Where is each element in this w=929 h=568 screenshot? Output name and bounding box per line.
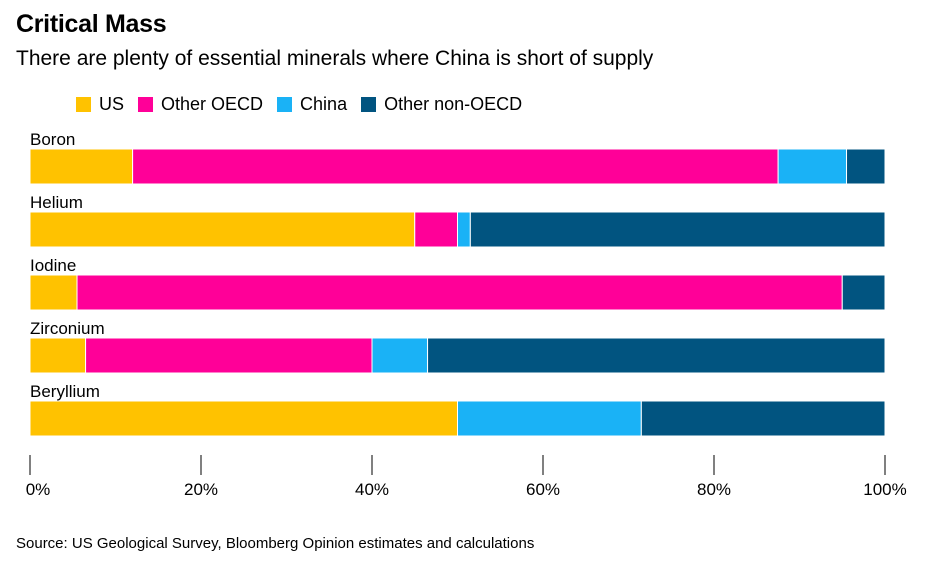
legend-label-other-non-oecd: Other non-OECD: [384, 93, 523, 114]
legend-swatch-us: [76, 96, 91, 112]
legend-swatch-china: [277, 96, 293, 112]
x-tick-label-100: 100%: [863, 480, 906, 499]
category-label-helium: Helium: [30, 193, 83, 212]
x-tick-label-60: 60%: [526, 480, 560, 499]
bar-beryllium-other-non-oecd: [640, 400, 886, 437]
legend-label-us: US: [99, 93, 125, 114]
bar-iodine-other-non-oecd: [841, 274, 886, 311]
legend-item-china: China: [277, 94, 347, 115]
legend-item-other-oecd: Other OECD: [138, 94, 263, 115]
bar-boron-us: [29, 148, 134, 185]
legend-swatch-other-non-oecd: [361, 96, 377, 112]
bar-boron-other-oecd: [132, 148, 779, 185]
legend-item-us: US: [76, 94, 124, 115]
x-tick-label-20: 20%: [184, 480, 218, 499]
legend-label-china: China: [300, 93, 348, 114]
bar-iodine-us: [29, 274, 78, 311]
bar-beryllium-china: [457, 400, 642, 437]
category-label-iodine: Iodine: [30, 256, 76, 275]
category-label-beryllium: Beryllium: [30, 382, 100, 401]
bar-helium-other-oecd: [414, 211, 458, 248]
category-label-boron: Boron: [30, 130, 75, 149]
bar-zirconium-us: [29, 337, 87, 374]
chart-subtitle: There are plenty of essential minerals w…: [16, 47, 654, 70]
legend-label-other-oecd: Other OECD: [161, 93, 264, 114]
bar-iodine-other-oecd: [76, 274, 843, 311]
legend-item-other-non-oecd: Other non-OECD: [361, 94, 522, 115]
bar-zirconium-other-non-oecd: [427, 337, 886, 374]
x-tick-label-0: 0%: [26, 480, 51, 499]
legend-swatch-other-oecd: [138, 96, 154, 112]
stacked-bar-chart: Boron Helium Iodine Zirconium Beryllium 0% 20%…: [26, 130, 907, 499]
category-label-zirconium: Zirconium: [30, 319, 105, 338]
legend: US Other OECD China Other non-OECD: [76, 92, 536, 116]
bar-zirconium-china: [371, 337, 429, 374]
bar-helium-us: [29, 211, 416, 248]
x-tick-label-80: 80%: [697, 480, 731, 499]
bar-helium-other-non-oecd: [469, 211, 886, 248]
bar-beryllium-us: [29, 400, 458, 437]
x-tick-label-40: 40%: [355, 480, 389, 499]
bar-boron-china: [777, 148, 848, 185]
bar-helium-china: [457, 211, 471, 248]
bar-zirconium-other-oecd: [85, 337, 373, 374]
bar-boron-other-non-oecd: [846, 148, 886, 185]
source-note: Source: US Geological Survey, Bloomberg …: [16, 535, 535, 552]
chart-title: Critical Mass: [16, 10, 167, 38]
